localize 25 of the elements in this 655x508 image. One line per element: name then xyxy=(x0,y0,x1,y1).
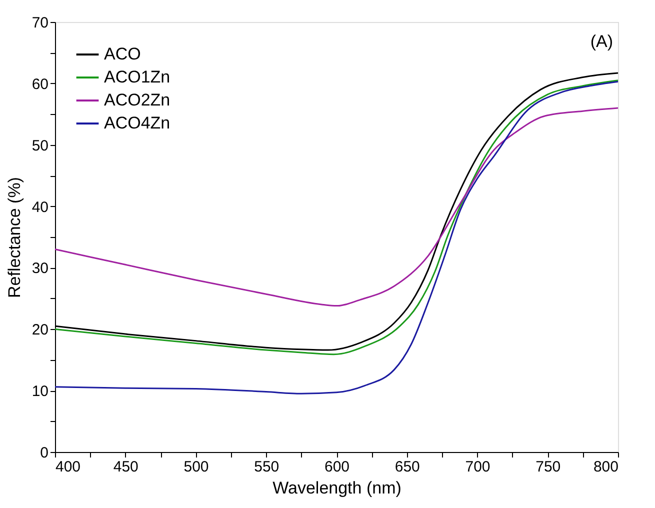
y-tick-label: 40 xyxy=(32,198,48,216)
y-tick-label: 70 xyxy=(32,14,48,32)
x-tick-label: 700 xyxy=(465,458,490,476)
x-tick-label: 550 xyxy=(254,458,280,476)
x-axis-title: Wavelength (nm) xyxy=(272,478,402,498)
x-tick-label: 450 xyxy=(113,458,138,476)
legend-label: ACO1Zn xyxy=(104,68,170,86)
x-tick-label: 400 xyxy=(56,458,81,476)
x-tick-label: 650 xyxy=(394,458,420,476)
y-tick-label: 0 xyxy=(40,444,48,462)
y-tick-label: 60 xyxy=(32,76,48,93)
y-tick-label: 30 xyxy=(32,260,48,278)
y-tick-label: 10 xyxy=(32,383,48,400)
legend-label: ACO4Zn xyxy=(104,114,170,132)
legend-label: ACO2Zn xyxy=(104,90,170,110)
x-tick-label: 600 xyxy=(324,458,350,476)
line-series xyxy=(54,107,619,307)
y-axis-title: Reflectance (%) xyxy=(4,177,24,298)
y-tick-label: 50 xyxy=(32,137,48,154)
x-tick-label: 750 xyxy=(536,458,561,476)
legend-label: ACO xyxy=(104,44,141,64)
annotation: (A) xyxy=(590,32,613,51)
y-tick-label: 20 xyxy=(32,322,48,339)
x-tick-label: 500 xyxy=(184,458,209,476)
x-tick-label: 800 xyxy=(593,458,618,476)
